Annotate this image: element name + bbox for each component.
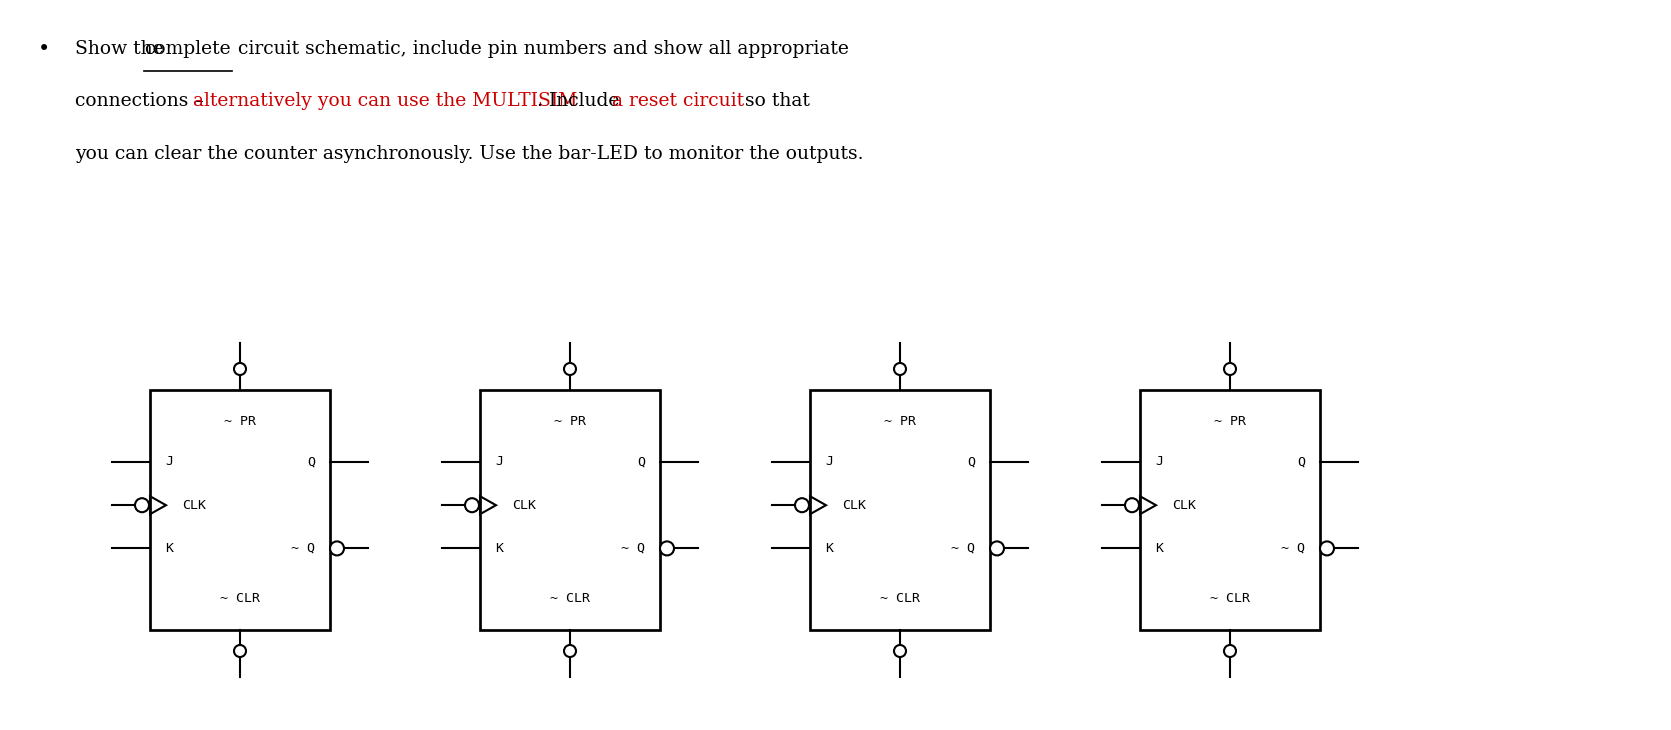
Text: circuit schematic, include pin numbers and show all appropriate: circuit schematic, include pin numbers a… [232,40,849,58]
Text: a reset circuit: a reset circuit [612,93,744,110]
Text: ~ PR: ~ PR [224,415,256,428]
Text: K: K [1155,542,1163,555]
Circle shape [1125,498,1140,512]
Bar [150,390,329,630]
Circle shape [565,645,576,657]
Circle shape [894,363,906,375]
Text: ~ PR: ~ PR [884,415,916,428]
Circle shape [894,645,906,657]
Text: ~ CLR: ~ CLR [881,592,921,605]
Text: Q: Q [968,456,974,469]
Circle shape [989,542,1004,556]
Text: complete: complete [144,40,231,58]
Bar [810,390,989,630]
Bar [480,390,660,630]
Text: ~ CLR: ~ CLR [550,592,590,605]
Text: so that: so that [739,93,810,110]
Text: . Include: . Include [536,93,625,110]
Text: K: K [165,542,174,555]
Text: ~ CLR: ~ CLR [1210,592,1250,605]
Text: Q: Q [637,456,645,469]
Text: ~ Q: ~ Q [291,542,316,555]
Text: CLK: CLK [1171,499,1196,512]
Text: ~ CLR: ~ CLR [221,592,261,605]
Circle shape [234,645,246,657]
Text: ~ Q: ~ Q [622,542,645,555]
Text: alternatively you can use the MULTISIM: alternatively you can use the MULTISIM [192,93,578,110]
Circle shape [329,542,344,556]
Text: CLK: CLK [842,499,866,512]
Text: Show the: Show the [75,40,170,58]
Text: K: K [495,542,503,555]
Circle shape [135,498,149,512]
Circle shape [465,498,480,512]
Circle shape [234,363,246,375]
Circle shape [1320,542,1333,556]
Text: CLK: CLK [182,499,206,512]
Text: ~ Q: ~ Q [951,542,974,555]
Text: ~ Q: ~ Q [1282,542,1305,555]
Circle shape [795,498,809,512]
Text: J: J [825,456,834,469]
Circle shape [565,363,576,375]
Text: ~ PR: ~ PR [1215,415,1247,428]
Text: Q: Q [1297,456,1305,469]
Circle shape [1223,645,1237,657]
Text: K: K [825,542,834,555]
Text: CLK: CLK [511,499,536,512]
Text: •: • [38,40,50,59]
Text: you can clear the counter asynchronously. Use the bar-LED to monitor the outputs: you can clear the counter asynchronously… [75,145,864,163]
Text: J: J [1155,456,1163,469]
Text: Q: Q [307,456,316,469]
Text: ~ PR: ~ PR [555,415,587,428]
Text: J: J [495,456,503,469]
Text: J: J [165,456,174,469]
Bar [1140,390,1320,630]
Circle shape [1223,363,1237,375]
Circle shape [660,542,673,556]
Text: connections –: connections – [75,93,211,110]
